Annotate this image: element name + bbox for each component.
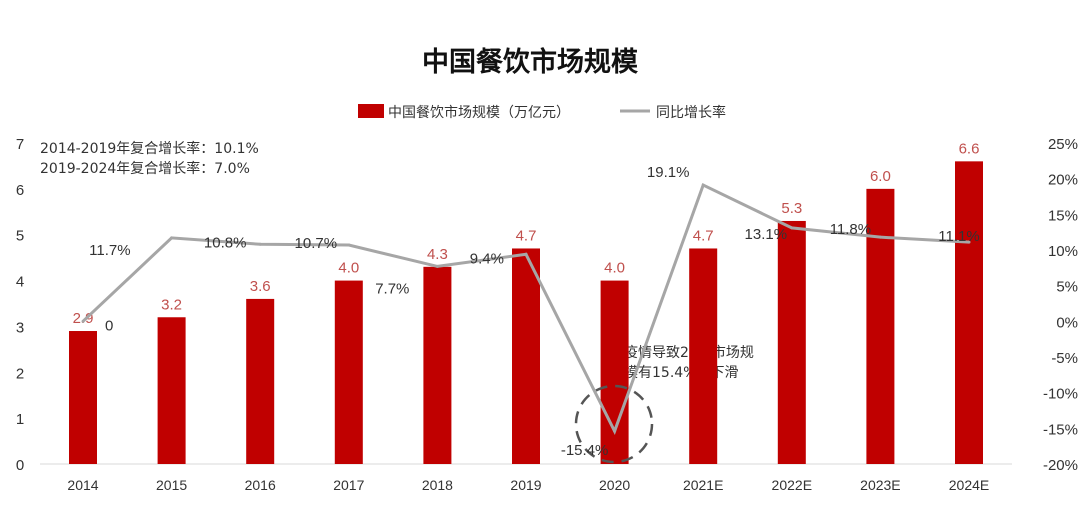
growth-data-label: -15.4% — [561, 442, 609, 459]
growth-point — [81, 319, 85, 323]
left-tick-label: 6 — [16, 182, 24, 199]
growth-point — [878, 235, 882, 239]
left-tick-label: 4 — [16, 274, 24, 291]
legend-line-label: 同比增长率 — [656, 104, 726, 120]
x-tick-label: 2018 — [422, 477, 453, 493]
covid-note-line1: 疫情导致20年市场规 — [624, 345, 754, 361]
right-tick-label: 10% — [1048, 243, 1078, 260]
growth-data-label: 11.7% — [89, 242, 130, 259]
growth-data-label: 9.4% — [470, 250, 504, 267]
right-tick-label: -20% — [1043, 457, 1078, 474]
covid-highlight-circle — [574, 384, 654, 464]
bar — [423, 266, 452, 464]
right-tick-label: 5% — [1056, 279, 1078, 296]
bar — [777, 220, 806, 464]
bar-data-label: 6.6 — [959, 140, 980, 157]
growth-point — [701, 183, 705, 187]
growth-data-label: 13.1% — [745, 226, 788, 243]
bar — [334, 280, 363, 464]
x-tick-label: 2015 — [156, 477, 187, 493]
right-tick-label: 15% — [1048, 207, 1078, 224]
bar-data-label: 3.6 — [250, 278, 271, 295]
growth-data-label: 10.8% — [204, 234, 247, 251]
bar-data-label: 4.0 — [338, 260, 359, 277]
chart-title: 中国餐饮市场规模 — [422, 47, 638, 78]
x-tick-label: 2021E — [683, 477, 723, 493]
bar-data-label: 3.2 — [161, 296, 182, 313]
bar — [600, 280, 629, 464]
cagr-annotation-1: 2014-2019年复合增长率：10.1% — [40, 141, 259, 157]
growth-point — [524, 252, 528, 256]
left-tick-label: 1 — [16, 411, 24, 428]
left-tick-label: 0 — [16, 457, 24, 474]
legend-bar-swatch — [358, 104, 384, 118]
x-tick-label: 2024E — [949, 477, 989, 493]
bar — [512, 248, 540, 464]
growth-point — [613, 429, 617, 433]
bar-data-label: 4.7 — [516, 227, 537, 244]
growth-point — [435, 264, 439, 268]
bar-data-label: 5.3 — [781, 200, 802, 217]
x-tick-label: 2017 — [333, 477, 364, 493]
bar — [157, 317, 186, 464]
growth-data-label: 7.7% — [375, 280, 409, 297]
bar-data-label: 4.3 — [427, 246, 448, 263]
growth-point — [258, 242, 262, 246]
right-tick-label: 20% — [1048, 172, 1078, 189]
growth-point — [790, 226, 794, 230]
bar — [689, 248, 718, 464]
right-tick-label: -5% — [1051, 350, 1078, 367]
right-tick-label: 0% — [1056, 314, 1078, 331]
left-tick-label: 5 — [16, 228, 24, 245]
left-tick-label: 7 — [16, 136, 24, 153]
bar — [955, 161, 983, 465]
right-tick-label: -15% — [1043, 421, 1078, 438]
growth-data-label: 0 — [105, 317, 113, 334]
bar-data-label: 2.9 — [73, 310, 94, 327]
x-tick-label: 2023E — [860, 477, 900, 493]
x-tick-label: 2019 — [510, 477, 541, 493]
bar — [69, 331, 97, 464]
bar-data-label: 4.7 — [693, 227, 714, 244]
x-tick-label: 2016 — [245, 477, 276, 493]
growth-point — [170, 236, 174, 240]
cagr-annotation-2: 2019-2024年复合增长率：7.0% — [40, 161, 250, 177]
growth-point — [347, 243, 351, 247]
bar-data-label: 4.0 — [604, 260, 625, 277]
growth-data-label: 10.7% — [295, 235, 338, 252]
left-tick-label: 3 — [16, 319, 24, 336]
legend-bar-label: 中国餐饮市场规模（万亿元） — [388, 104, 570, 120]
growth-data-label: 11.8% — [830, 221, 871, 238]
x-tick-label: 2014 — [67, 477, 98, 493]
bar-data-label: 6.0 — [870, 168, 891, 185]
bar — [246, 298, 275, 464]
right-tick-label: 25% — [1048, 136, 1078, 153]
growth-point — [967, 240, 971, 244]
right-tick-label: -10% — [1043, 386, 1078, 403]
growth-data-label: 19.1% — [647, 164, 690, 181]
left-tick-label: 2 — [16, 365, 24, 382]
growth-data-label: 11.1% — [938, 228, 979, 245]
x-tick-label: 2022E — [772, 477, 812, 493]
x-tick-label: 2020 — [599, 477, 630, 493]
